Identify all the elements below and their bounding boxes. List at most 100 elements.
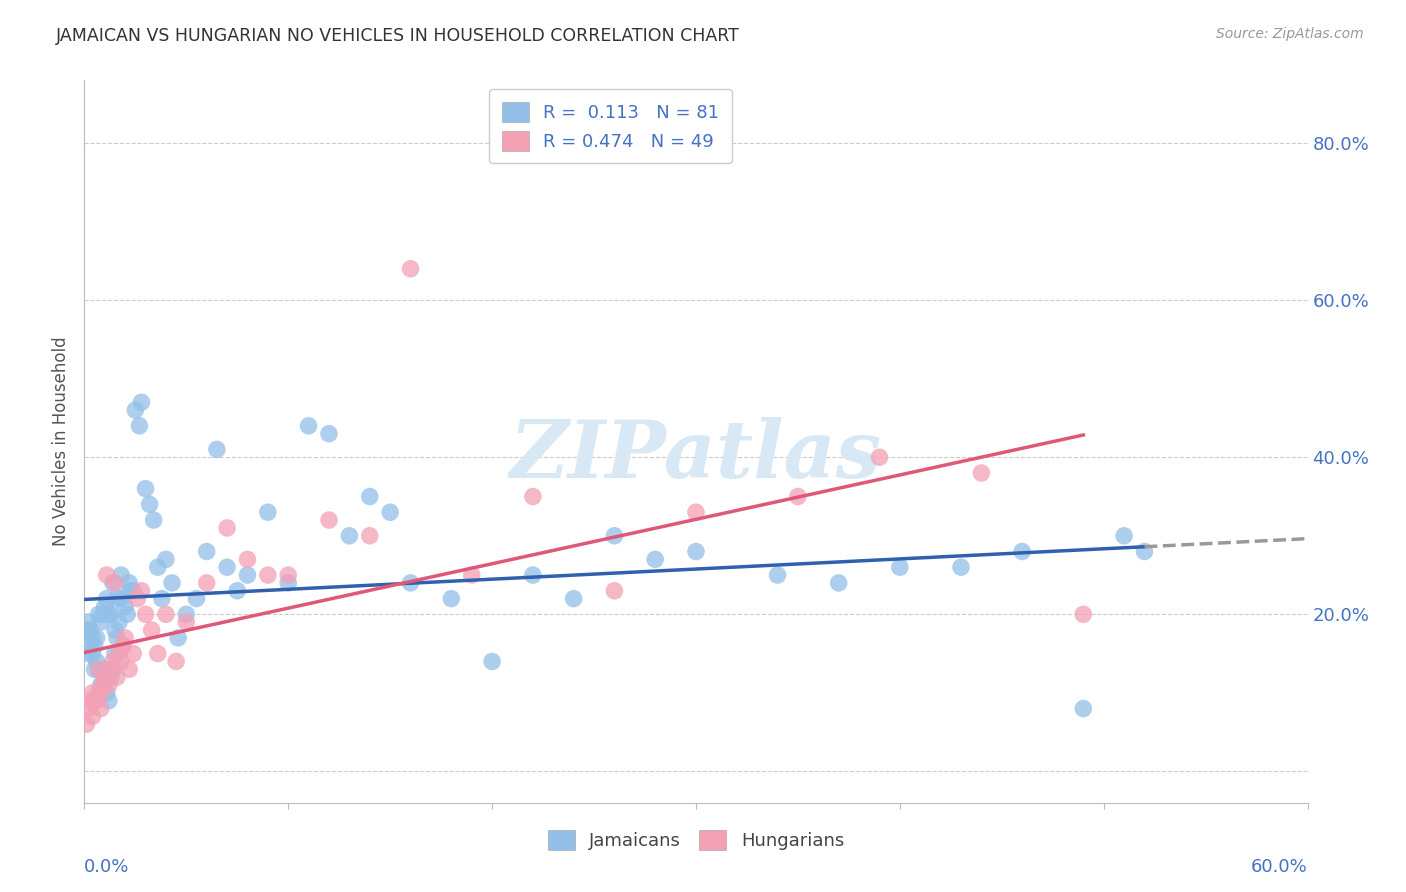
Point	[685, 505, 707, 519]
Point	[112, 639, 135, 653]
Point	[83, 694, 105, 708]
Point	[87, 686, 110, 700]
Text: 0.0%: 0.0%	[84, 858, 129, 876]
Point	[118, 575, 141, 590]
Point	[82, 631, 104, 645]
Point	[461, 568, 484, 582]
Point	[86, 655, 108, 669]
Point	[82, 686, 104, 700]
Point	[135, 607, 157, 622]
Point	[91, 678, 114, 692]
Point	[87, 662, 110, 676]
Point	[77, 615, 100, 630]
Point	[97, 678, 120, 692]
Point	[108, 615, 131, 630]
Point	[155, 607, 177, 622]
Text: JAMAICAN VS HUNGARIAN NO VEHICLES IN HOUSEHOLD CORRELATION CHART: JAMAICAN VS HUNGARIAN NO VEHICLES IN HOU…	[56, 27, 740, 45]
Point	[1114, 529, 1136, 543]
Point	[97, 607, 120, 622]
Point	[105, 670, 128, 684]
Point	[160, 575, 183, 590]
Point	[828, 575, 851, 590]
Point	[91, 678, 114, 692]
Point	[950, 560, 973, 574]
Point	[75, 623, 97, 637]
Point	[83, 662, 105, 676]
Point	[110, 655, 132, 669]
Point	[236, 568, 259, 582]
Point	[104, 623, 127, 637]
Point	[141, 623, 163, 637]
Point	[100, 607, 122, 622]
Point	[226, 583, 249, 598]
Point	[970, 466, 993, 480]
Point	[122, 647, 145, 661]
Point	[122, 583, 145, 598]
Point	[277, 575, 299, 590]
Point	[86, 631, 108, 645]
Point	[118, 662, 141, 676]
Point	[399, 575, 422, 590]
Point	[257, 505, 280, 519]
Legend: Jamaicans, Hungarians: Jamaicans, Hungarians	[538, 821, 853, 859]
Point	[766, 568, 789, 582]
Point	[104, 575, 127, 590]
Point	[440, 591, 463, 606]
Point	[135, 482, 157, 496]
Point	[522, 490, 544, 504]
Text: 60.0%: 60.0%	[1251, 858, 1308, 876]
Point	[87, 662, 110, 676]
Point	[380, 505, 402, 519]
Point	[108, 647, 131, 661]
Point	[90, 678, 112, 692]
Point	[644, 552, 666, 566]
Point	[195, 575, 218, 590]
Point	[150, 591, 173, 606]
Point	[339, 529, 361, 543]
Point	[77, 701, 100, 715]
Point	[205, 442, 228, 457]
Point	[399, 261, 422, 276]
Point	[481, 655, 503, 669]
Point	[124, 403, 146, 417]
Point	[236, 552, 259, 566]
Point	[77, 647, 100, 661]
Point	[114, 631, 136, 645]
Point	[110, 568, 132, 582]
Point	[87, 607, 110, 622]
Point	[1073, 607, 1095, 622]
Point	[105, 591, 128, 606]
Point	[127, 591, 149, 606]
Point	[101, 655, 124, 669]
Point	[110, 591, 132, 606]
Y-axis label: No Vehicles in Household: No Vehicles in Household	[52, 336, 70, 547]
Point	[90, 701, 112, 715]
Point	[1073, 701, 1095, 715]
Point	[522, 568, 544, 582]
Point	[359, 490, 381, 504]
Point	[174, 607, 197, 622]
Point	[128, 418, 150, 433]
Point	[1133, 544, 1156, 558]
Point	[90, 615, 112, 630]
Point	[114, 599, 136, 614]
Point	[83, 639, 105, 653]
Point	[82, 709, 104, 723]
Point	[685, 544, 707, 558]
Point	[318, 426, 340, 441]
Point	[131, 395, 153, 409]
Point	[97, 694, 120, 708]
Point	[96, 686, 118, 700]
Point	[603, 583, 626, 598]
Point	[93, 599, 115, 614]
Point	[131, 583, 153, 598]
Point	[96, 568, 118, 582]
Point	[174, 615, 197, 630]
Point	[90, 686, 112, 700]
Point	[118, 583, 141, 598]
Point	[101, 575, 124, 590]
Point	[195, 544, 218, 558]
Point	[318, 513, 340, 527]
Point	[82, 647, 104, 661]
Point	[787, 490, 810, 504]
